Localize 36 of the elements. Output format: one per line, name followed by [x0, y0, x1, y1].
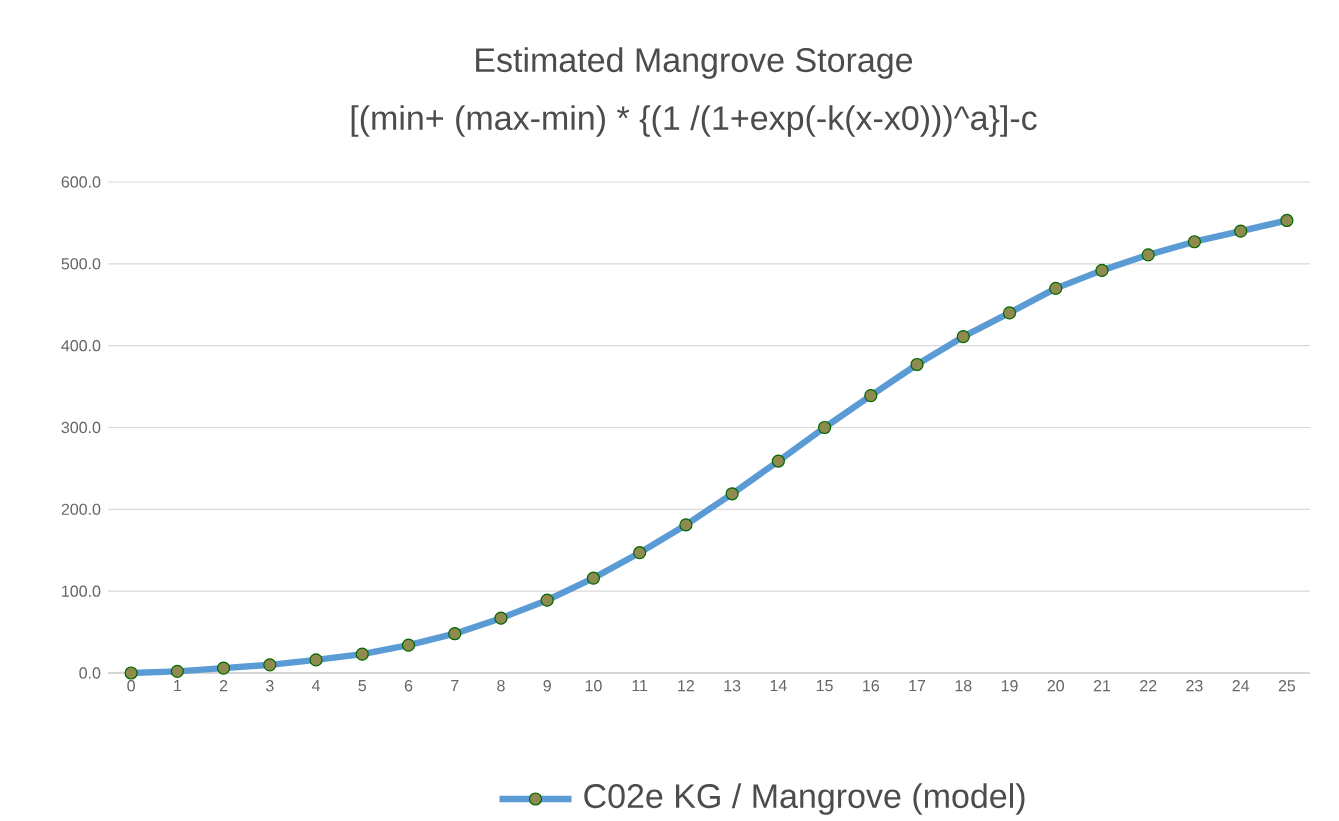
x-tick-label: 6 [404, 680, 413, 692]
x-tick-label: 1 [174, 680, 182, 692]
x-tick-label: 12 [678, 680, 694, 692]
x-tick-label: 9 [543, 680, 551, 692]
x-tick-label: 21 [1093, 680, 1111, 692]
y-tick-label: 400.0 [61, 340, 101, 352]
legend-label: C02e KG / Mangrove (model) [584, 783, 1025, 815]
y-tick-label: 500.0 [61, 258, 101, 270]
x-tick-label: 24 [1232, 680, 1250, 692]
x-tick-label: 4 [311, 680, 321, 692]
y-tick-label: 0.0 [79, 667, 101, 679]
y-tick-label: 200.0 [61, 503, 101, 515]
chart-subtitle: [(min+ (max-min) * {(1 /(1+exp(-k(x-x0)))^a}]-c [351, 105, 1037, 137]
x-tick-label: 20 [1047, 680, 1065, 692]
x-tick-label: 0 [127, 680, 135, 692]
y-tick-label: 100.0 [62, 585, 101, 597]
x-tick-label: 8 [497, 680, 505, 692]
y-tick-label: 300.0 [61, 421, 101, 434]
x-tick-label: 10 [585, 680, 602, 692]
x-tick-label: 13 [724, 680, 741, 692]
x-tick-label: 7 [451, 680, 459, 692]
x-tick-label: 22 [1140, 680, 1157, 692]
x-tick-label: 19 [1001, 680, 1018, 692]
x-tick-label: 23 [1186, 680, 1203, 692]
x-tick-label: 2 [219, 680, 228, 692]
x-tick-label: 18 [955, 680, 972, 692]
x-tick-label: 25 [1278, 680, 1296, 692]
x-tick-label: 5 [358, 680, 367, 692]
x-tick-label: 3 [265, 680, 274, 692]
x-tick-label: 16 [863, 680, 879, 692]
x-tick-label: 17 [909, 680, 926, 692]
x-tick-label: 15 [816, 680, 833, 692]
x-tick-label: 14 [770, 680, 787, 692]
chart-title: Estimated Mangrove Storage [476, 47, 913, 79]
x-tick-label: 11 [632, 680, 648, 692]
y-tick-label: 600.0 [61, 176, 101, 188]
